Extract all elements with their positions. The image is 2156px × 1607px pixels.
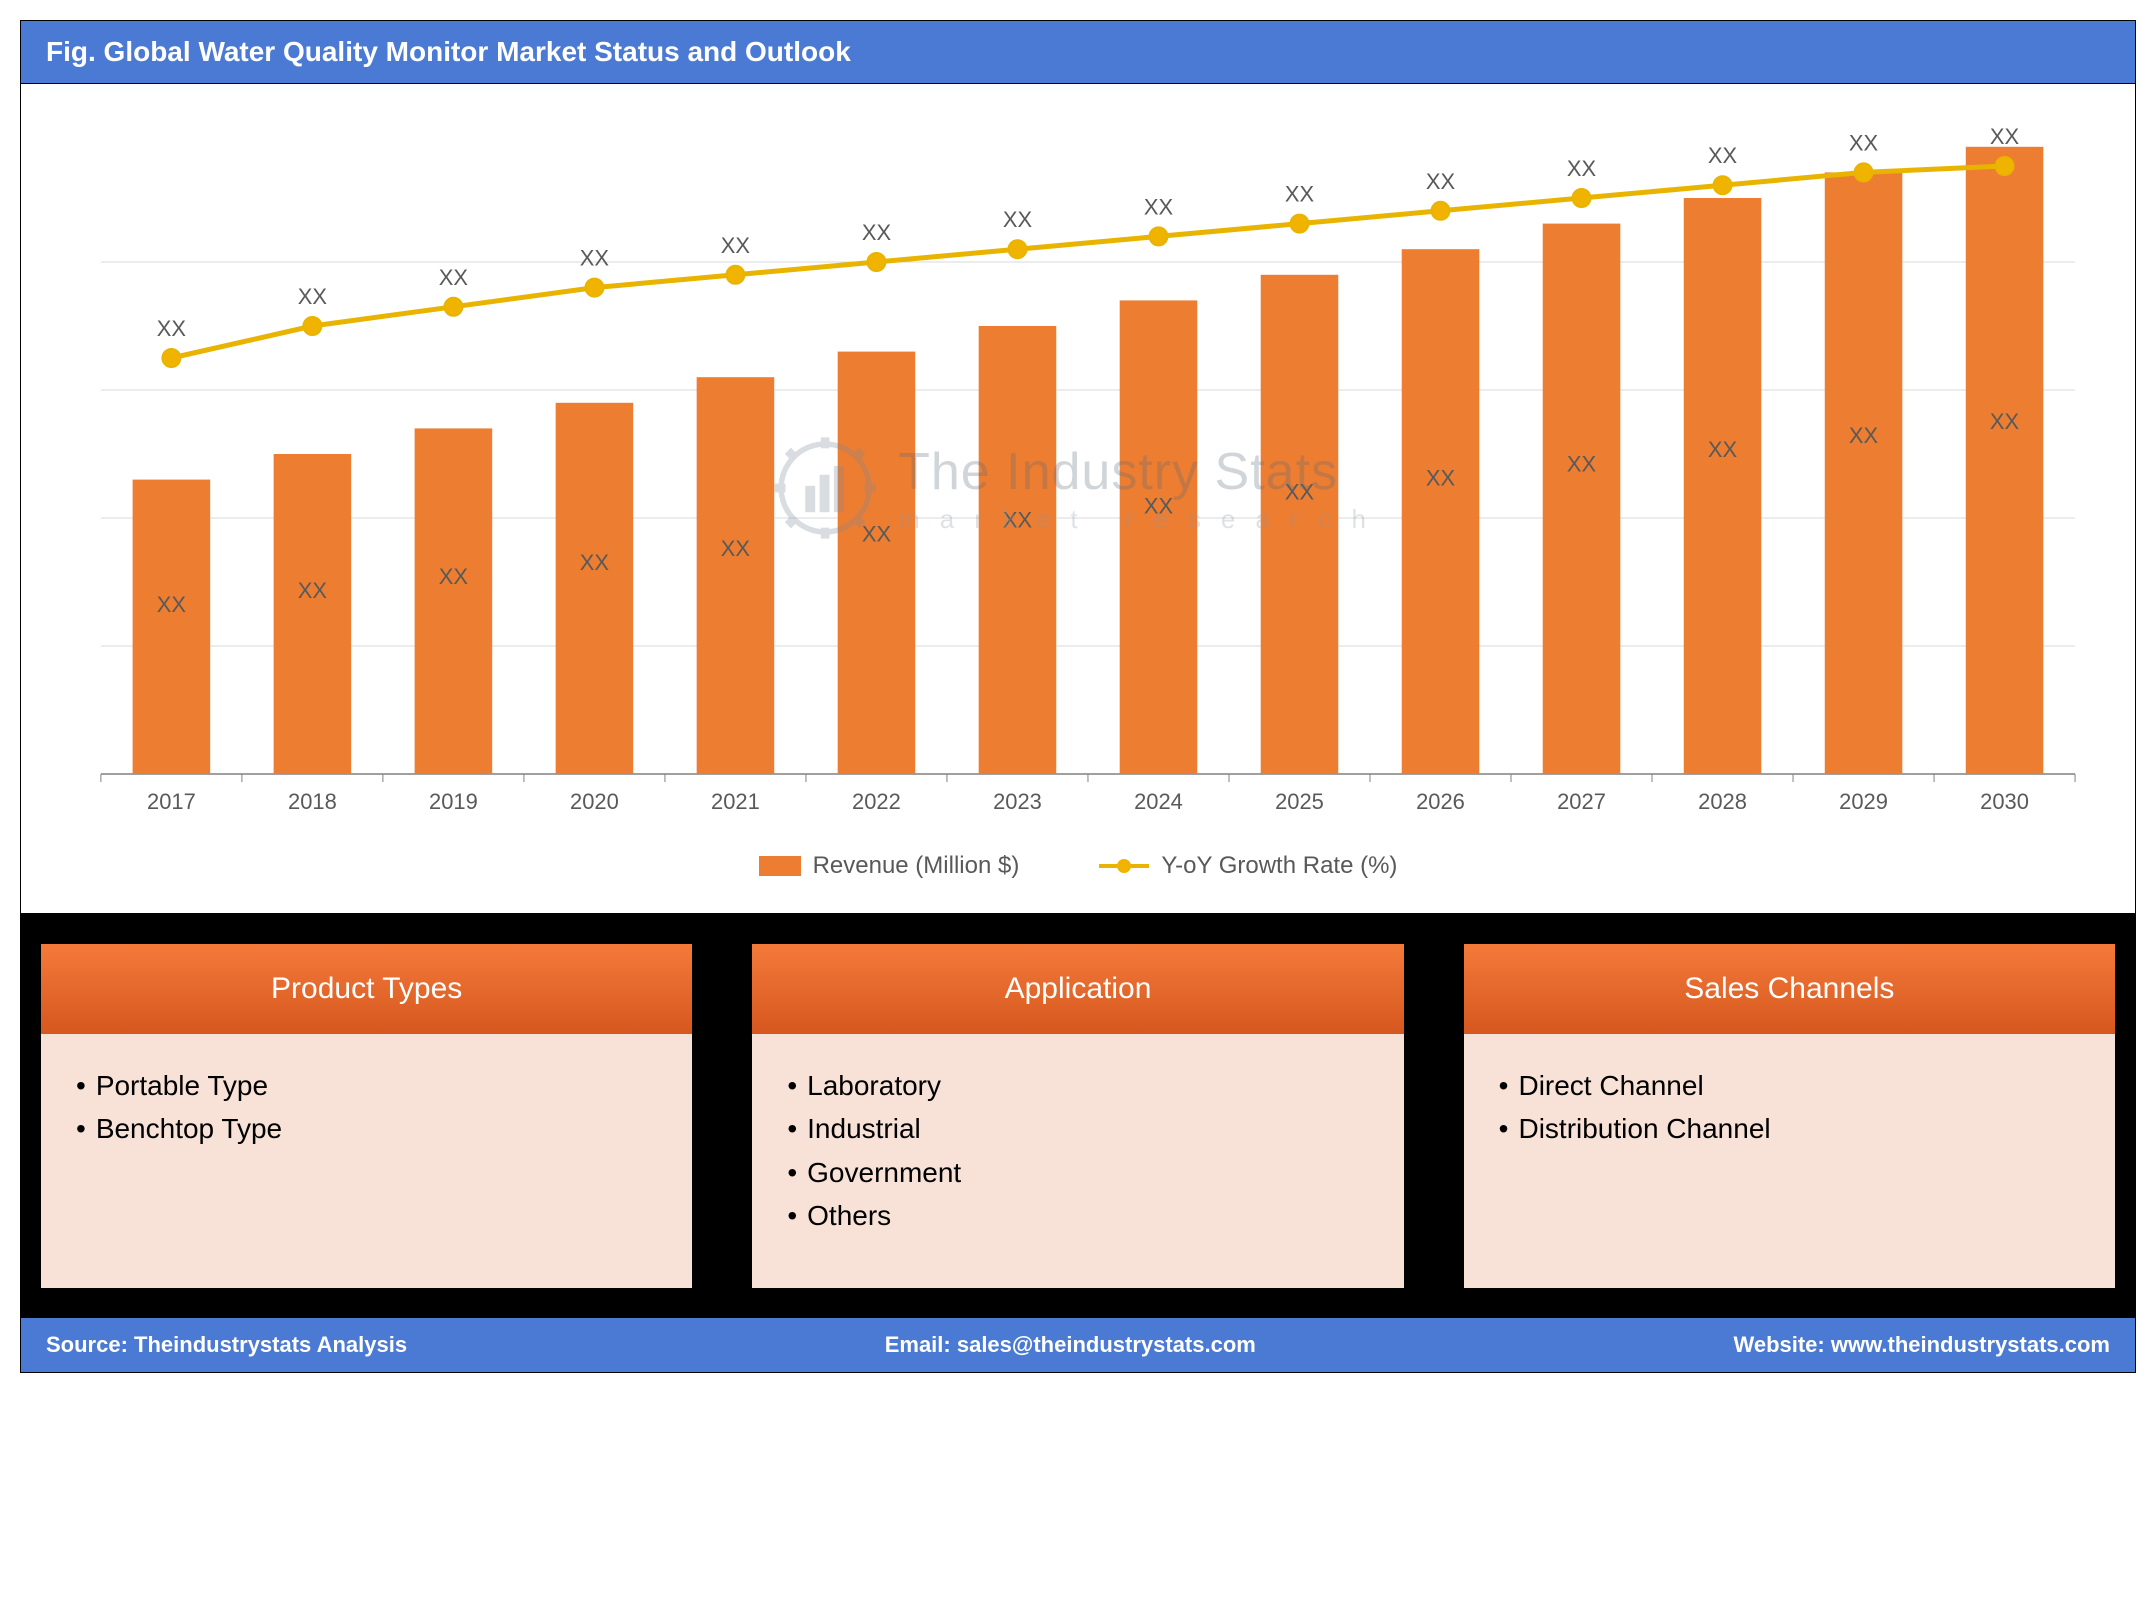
- card-item: Industrial: [787, 1107, 1368, 1150]
- card-item: Distribution Channel: [1499, 1107, 2080, 1150]
- svg-text:XX: XX: [1003, 207, 1033, 232]
- svg-text:2020: 2020: [570, 789, 619, 814]
- svg-text:XX: XX: [439, 564, 469, 589]
- svg-text:XX: XX: [721, 536, 751, 561]
- svg-text:2024: 2024: [1134, 789, 1183, 814]
- svg-text:2018: 2018: [288, 789, 337, 814]
- card-application: Application LaboratoryIndustrialGovernme…: [752, 944, 1403, 1288]
- card-body: LaboratoryIndustrialGovernmentOthers: [752, 1034, 1403, 1288]
- svg-text:XX: XX: [580, 246, 610, 271]
- svg-text:XX: XX: [1144, 194, 1174, 219]
- svg-text:XX: XX: [1003, 508, 1033, 533]
- svg-text:XX: XX: [1849, 423, 1879, 448]
- legend-bar-label: Revenue (Million $): [813, 852, 1020, 880]
- figure-container: Fig. Global Water Quality Monitor Market…: [20, 20, 2136, 1373]
- svg-text:XX: XX: [157, 316, 187, 341]
- legend-line-label: Y-oY Growth Rate (%): [1161, 852, 1397, 880]
- cards-row: Product Types Portable TypeBenchtop Type…: [21, 914, 2135, 1318]
- legend-bar-swatch: [759, 856, 801, 876]
- svg-text:XX: XX: [1144, 493, 1174, 518]
- figure-title-bar: Fig. Global Water Quality Monitor Market…: [21, 21, 2135, 84]
- card-product-types: Product Types Portable TypeBenchtop Type: [41, 944, 692, 1288]
- svg-text:2025: 2025: [1275, 789, 1324, 814]
- svg-text:XX: XX: [580, 550, 610, 575]
- card-header: Product Types: [41, 944, 692, 1034]
- legend-item-growth: Y-oY Growth Rate (%): [1099, 852, 1397, 880]
- card-header: Sales Channels: [1464, 944, 2115, 1034]
- svg-text:XX: XX: [1708, 437, 1738, 462]
- svg-text:2017: 2017: [147, 789, 196, 814]
- svg-text:XX: XX: [1567, 156, 1597, 181]
- svg-text:XX: XX: [1567, 451, 1597, 476]
- legend-item-revenue: Revenue (Million $): [759, 852, 1020, 880]
- svg-text:2019: 2019: [429, 789, 478, 814]
- chart-svg: XX 2017 XX 2018 XX 2019 XX 2020 XX 2021 XX 2022 XX 20…: [61, 114, 2095, 834]
- footer-source: Source: Theindustrystats Analysis: [46, 1332, 407, 1358]
- card-item: Others: [787, 1194, 1368, 1237]
- footer-email: Email: sales@theindustrystats.com: [885, 1332, 1256, 1358]
- svg-text:XX: XX: [157, 592, 187, 617]
- svg-text:XX: XX: [1849, 130, 1879, 155]
- card-item: Benchtop Type: [76, 1107, 657, 1150]
- svg-text:XX: XX: [721, 233, 751, 258]
- svg-text:XX: XX: [1285, 182, 1315, 207]
- svg-text:2028: 2028: [1698, 789, 1747, 814]
- svg-text:XX: XX: [1426, 169, 1456, 194]
- footer-website: Website: www.theindustrystats.com: [1733, 1332, 2110, 1358]
- legend-line-swatch: [1099, 864, 1149, 868]
- card-item: Direct Channel: [1499, 1064, 2080, 1107]
- figure-title: Fig. Global Water Quality Monitor Market…: [46, 36, 851, 67]
- svg-text:XX: XX: [1708, 143, 1738, 168]
- card-item: Laboratory: [787, 1064, 1368, 1107]
- svg-text:2022: 2022: [852, 789, 901, 814]
- card-sales-channels: Sales Channels Direct ChannelDistributio…: [1464, 944, 2115, 1288]
- svg-text:XX: XX: [439, 265, 469, 290]
- svg-text:XX: XX: [862, 522, 892, 547]
- svg-text:2029: 2029: [1839, 789, 1888, 814]
- svg-text:XX: XX: [298, 578, 328, 603]
- card-body: Direct ChannelDistribution Channel: [1464, 1034, 2115, 1288]
- svg-text:2023: 2023: [993, 789, 1042, 814]
- card-item: Portable Type: [76, 1064, 657, 1107]
- chart-legend: Revenue (Million $) Y-oY Growth Rate (%): [61, 834, 2095, 880]
- card-item: Government: [787, 1151, 1368, 1194]
- svg-text:XX: XX: [1285, 479, 1315, 504]
- svg-text:2026: 2026: [1416, 789, 1465, 814]
- svg-text:XX: XX: [1990, 409, 2020, 434]
- footer-bar: Source: Theindustrystats Analysis Email:…: [21, 1318, 2135, 1372]
- chart-plot: XX 2017 XX 2018 XX 2019 XX 2020 XX 2021 XX 2022 XX 20…: [61, 114, 2095, 834]
- svg-text:2021: 2021: [711, 789, 760, 814]
- chart-area: XX 2017 XX 2018 XX 2019 XX 2020 XX 2021 XX 2022 XX 20…: [21, 84, 2135, 914]
- card-body: Portable TypeBenchtop Type: [41, 1034, 692, 1288]
- card-header: Application: [752, 944, 1403, 1034]
- svg-text:XX: XX: [1990, 124, 2020, 149]
- svg-text:XX: XX: [1426, 465, 1456, 490]
- svg-text:XX: XX: [862, 220, 892, 245]
- svg-text:2027: 2027: [1557, 789, 1606, 814]
- svg-text:2030: 2030: [1980, 789, 2029, 814]
- svg-text:XX: XX: [298, 284, 328, 309]
